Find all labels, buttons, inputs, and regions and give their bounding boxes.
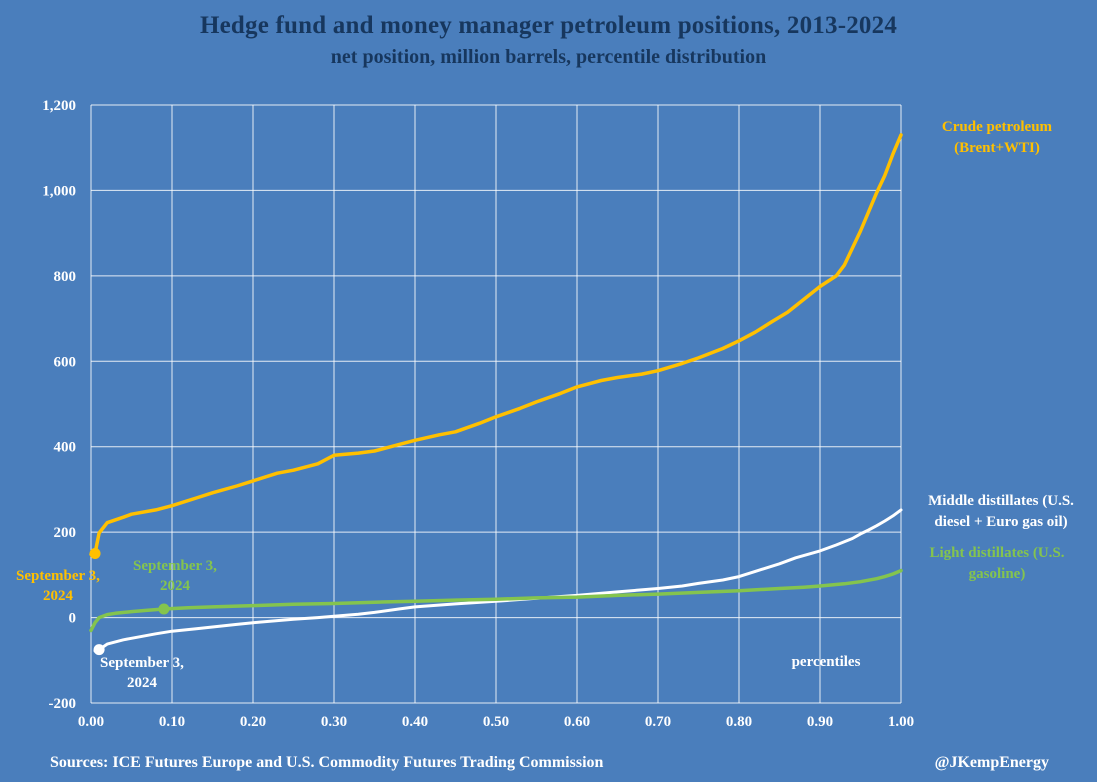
x-tick-label: 0.90 [807,714,833,730]
title-block: Hedge fund and money manager petroleum p… [0,12,1097,69]
chart-title: Hedge fund and money manager petroleum p… [199,12,898,39]
series-line [89,568,903,633]
chart-subtitle: net position, million barrels, percentil… [330,46,767,68]
x-tick-label: 0.30 [321,714,347,730]
x-tick-label: 0.40 [402,714,428,730]
annotation-crude-date: September 3, 2024 [16,568,100,605]
x-axis-label: percentiles [791,654,861,670]
legend-crude-petroleum: Crude petroleum (Brent+WTI) [941,119,1053,156]
y-tick-label: 0 [69,611,77,627]
annotation-middle-date: September 3, 2024 [100,655,184,692]
x-tick-label: 0.80 [726,714,752,730]
series-marker-dot [93,644,105,656]
x-tick-label: 0.50 [483,714,509,730]
y-tick-label: 1,200 [42,98,76,114]
legend-middle-distillates: Middle distillates (U.S. diesel + Euro g… [928,493,1074,530]
x-tick-label: 0.60 [564,714,590,730]
y-tick-label: 400 [54,440,77,456]
x-tick-label: 1.00 [888,714,914,730]
y-tick-label: 1,000 [42,183,76,199]
x-tick-label: 0.70 [645,714,671,730]
twitter-handle: @JKempEnergy [934,754,1049,771]
annotation-light-date: September 3, 2024 [133,558,217,595]
x-tick-label: 0.00 [78,714,104,730]
y-tick-label: -200 [49,696,77,712]
y-tick-label: 600 [54,354,77,370]
y-tick-label: 200 [54,525,77,541]
legend-light-distillates: Light distillates (U.S. gasoline) [929,545,1065,582]
footer: Sources: ICE Futures Europe and U.S. Com… [0,754,1097,772]
x-tick-label: 0.10 [159,714,185,730]
series-line [89,133,903,557]
series-marker-dot [89,548,101,559]
x-tick-label: 0.20 [240,714,266,730]
sources-note: Sources: ICE Futures Europe and U.S. Com… [50,754,604,771]
series-marker-dot [158,603,170,615]
y-tick-label: 800 [54,269,77,285]
